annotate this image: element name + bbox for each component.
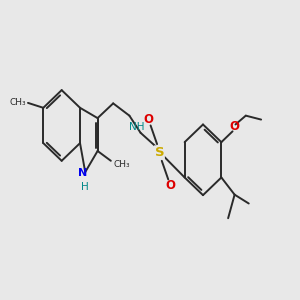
- Text: O: O: [143, 112, 153, 126]
- Text: O: O: [229, 120, 239, 133]
- Text: NH: NH: [129, 122, 145, 132]
- Text: S: S: [154, 146, 164, 159]
- Text: H: H: [81, 182, 88, 192]
- Text: O: O: [166, 179, 176, 192]
- Text: CH₃: CH₃: [9, 98, 26, 107]
- Text: CH₃: CH₃: [113, 160, 130, 169]
- Text: N: N: [78, 168, 87, 178]
